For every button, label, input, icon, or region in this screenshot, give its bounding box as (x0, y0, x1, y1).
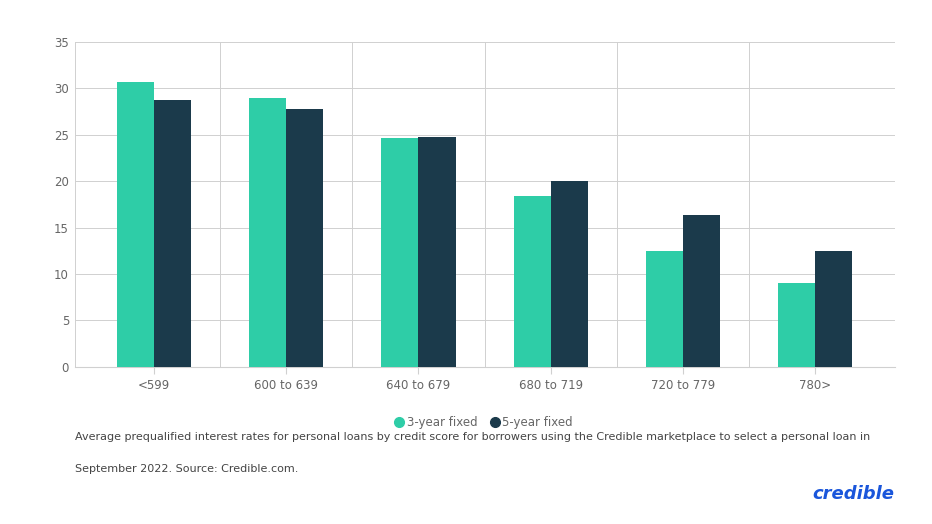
Text: credible: credible (813, 485, 895, 503)
Legend: 3-year fixed, 5-year fixed: 3-year fixed, 5-year fixed (391, 412, 578, 434)
Bar (154, 101, 191, 367)
Bar (381, 138, 418, 367)
Bar (816, 251, 853, 367)
Text: September 2022. Source: Credible.com.: September 2022. Source: Credible.com. (75, 464, 298, 474)
Text: Average prequalified interest rates for personal loans by credit score for borro: Average prequalified interest rates for … (75, 432, 870, 442)
Bar (683, 215, 720, 367)
Bar (778, 283, 816, 367)
Bar (249, 97, 286, 367)
Bar (514, 196, 551, 367)
Bar (551, 181, 588, 367)
Bar (116, 82, 154, 367)
Bar (646, 251, 683, 367)
Bar (418, 137, 456, 367)
Bar (286, 109, 323, 367)
